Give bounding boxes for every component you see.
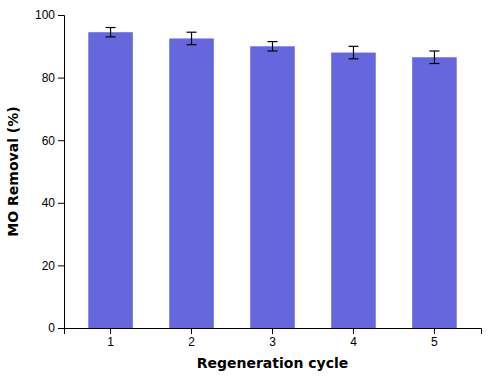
tick-label: 5 (431, 335, 438, 349)
error-bar (348, 46, 358, 59)
bar (88, 32, 133, 328)
tick-label: 40 (42, 196, 56, 210)
plot: 1 2 3 4 5 0 20 40 60 80 100 (35, 8, 482, 348)
bar (331, 53, 376, 328)
y-tick: 100 (35, 8, 64, 22)
tick-label: 4 (350, 335, 357, 349)
tick-label: 0 (48, 321, 55, 335)
bar (250, 46, 295, 328)
error-line (110, 28, 111, 37)
tick-mark (58, 15, 64, 16)
error-line (191, 32, 192, 45)
tick-label: 1 (107, 335, 114, 349)
x-tick: 1 (107, 328, 114, 349)
bar (169, 38, 214, 328)
tick-mark (58, 78, 64, 79)
tick-mark (58, 328, 64, 329)
bar (412, 57, 457, 328)
error-cap (187, 44, 197, 45)
y-tick: 40 (42, 196, 64, 210)
tick-label: 100 (35, 8, 55, 22)
tick-mark (272, 328, 273, 334)
tick-label: 20 (42, 259, 56, 273)
error-cap (268, 50, 278, 51)
tick-label: 3 (269, 335, 276, 349)
x-tick: 2 (188, 328, 195, 349)
tick-label: 60 (42, 134, 56, 148)
x-tick: 5 (431, 328, 438, 349)
error-cap (348, 58, 358, 59)
error-cap (429, 50, 439, 51)
tick-label: 80 (42, 71, 56, 85)
marks (88, 28, 456, 328)
tick-mark (58, 265, 64, 266)
y-tick: 20 (42, 259, 64, 273)
error-bar (106, 28, 116, 37)
error-cap (106, 27, 116, 28)
error-cap (106, 36, 116, 37)
error-cap (348, 46, 358, 47)
error-bar (429, 51, 439, 64)
y-tick: 60 (42, 134, 64, 148)
tick-mark (191, 328, 192, 334)
error-line (353, 46, 354, 59)
axis-line (58, 16, 65, 329)
x-axis: 1 2 3 4 5 (65, 328, 482, 349)
error-cap (429, 63, 439, 64)
tick-mark (353, 328, 354, 334)
x-tick: 3 (269, 328, 276, 349)
error-bar (268, 42, 278, 51)
tick-label: 2 (188, 335, 195, 349)
y-tick: 80 (42, 71, 64, 85)
chart: 1 2 3 4 5 0 20 40 60 80 100 Regeneration cycle MO Re… (0, 0, 496, 380)
tick-mark (58, 140, 64, 141)
x-tick: 4 (350, 328, 357, 349)
error-line (272, 42, 273, 51)
tick-mark (58, 203, 64, 204)
x-axis-title: Regeneration cycle (197, 355, 349, 371)
error-line (434, 51, 435, 64)
tick-mark (434, 328, 435, 334)
error-cap (268, 41, 278, 42)
error-bar (187, 32, 197, 45)
y-axis-title: MO Removal (%) (5, 106, 21, 236)
y-axis: 0 20 40 60 80 100 (35, 8, 65, 335)
tick-mark (110, 328, 111, 334)
y-tick: 0 (48, 321, 64, 335)
axis-line (65, 329, 482, 335)
error-cap (187, 32, 197, 33)
